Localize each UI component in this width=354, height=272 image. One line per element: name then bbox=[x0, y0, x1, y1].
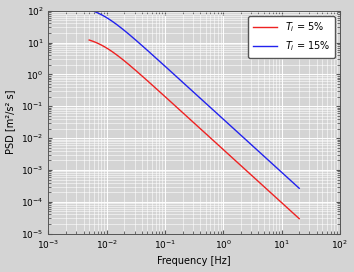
Y-axis label: PSD [m²/s² s]: PSD [m²/s² s] bbox=[6, 90, 16, 154]
Line: $T_i$ = 15%: $T_i$ = 15% bbox=[89, 10, 299, 188]
$T_i$ = 5% bbox=[259, 183, 263, 186]
Line: $T_i$ = 5%: $T_i$ = 5% bbox=[89, 40, 299, 219]
$T_i$ = 5% bbox=[212, 140, 216, 143]
X-axis label: Frequency [Hz]: Frequency [Hz] bbox=[158, 256, 231, 267]
$T_i$ = 15% bbox=[87, 8, 91, 11]
$T_i$ = 15% bbox=[292, 182, 296, 185]
$T_i$ = 5% bbox=[297, 217, 301, 220]
$T_i$ = 15% bbox=[201, 99, 205, 102]
$T_i$ = 15% bbox=[188, 88, 192, 91]
$T_i$ = 15% bbox=[187, 86, 191, 89]
$T_i$ = 5% bbox=[292, 212, 296, 216]
$T_i$ = 5% bbox=[87, 38, 91, 42]
$T_i$ = 15% bbox=[297, 187, 301, 190]
$T_i$ = 15% bbox=[212, 109, 216, 113]
$T_i$ = 5% bbox=[201, 129, 205, 132]
$T_i$ = 15% bbox=[259, 152, 263, 156]
$T_i$ = 5% bbox=[187, 117, 191, 120]
Legend: $T_i$ = 5%, $T_i$ = 15%: $T_i$ = 5%, $T_i$ = 15% bbox=[248, 16, 335, 58]
$T_i$ = 5% bbox=[188, 118, 192, 121]
